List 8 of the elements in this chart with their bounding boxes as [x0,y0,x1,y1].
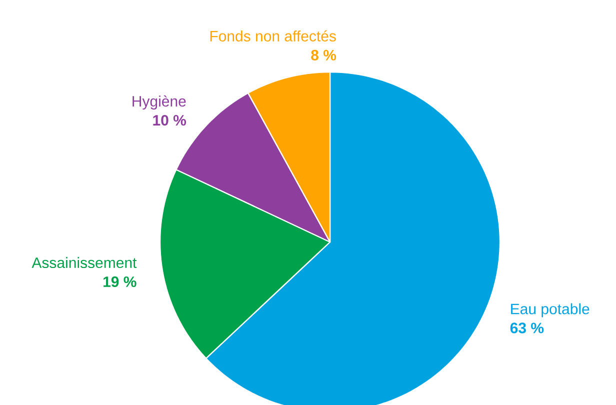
slice-label: Eau potable [511,303,590,318]
data-label: 8 % [311,50,336,60]
slice-label: Hygiène [132,95,186,110]
slice-label: Fonds non affectés [210,30,336,42]
data-label: 19 % [103,276,136,288]
slice-label: Assainissement [32,257,137,268]
data-label: 63 % [510,322,544,334]
data-label: 10 % [153,114,186,126]
